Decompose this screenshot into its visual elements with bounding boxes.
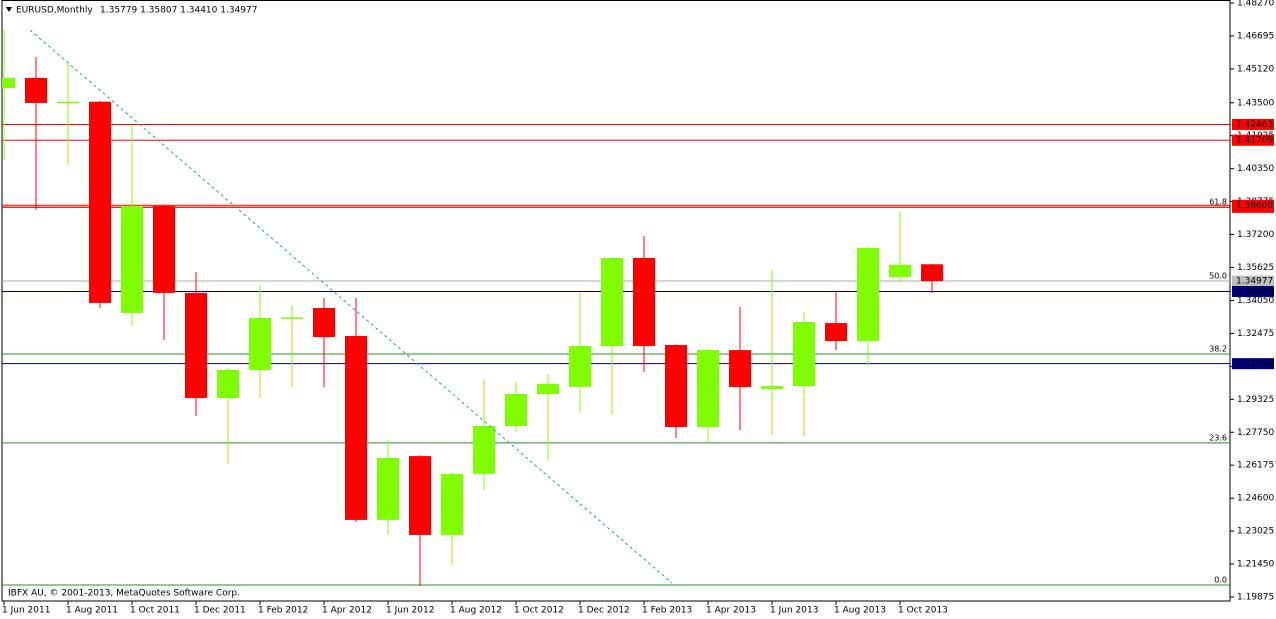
y-tick-label: 1.34050 — [1237, 296, 1274, 306]
candle-body — [729, 350, 751, 388]
y-tick-label: 1.19875 — [1237, 593, 1274, 603]
x-tick-label: 1 Oct 2013 — [898, 606, 948, 616]
candle-body — [57, 101, 79, 104]
candle-body — [281, 317, 303, 319]
candle-body — [409, 456, 431, 535]
price-label-box — [1232, 285, 1274, 297]
candle-body — [441, 473, 463, 535]
y-tick-label: 1.40350 — [1237, 164, 1274, 174]
y-tick-label: 1.23025 — [1237, 527, 1274, 537]
candle-body — [697, 350, 719, 428]
plot-area: 61.8 50.0 38.2 23.6 0.0 — [2, 29, 1230, 587]
candle-body — [601, 258, 623, 347]
candle-body — [377, 457, 399, 520]
price-label-box — [1232, 134, 1274, 146]
y-tick-label: 1.29325 — [1237, 395, 1274, 405]
x-tick-label: 1 Feb 2012 — [258, 606, 308, 616]
candle-body — [505, 393, 527, 426]
x-tick-label: 1 Oct 2011 — [130, 606, 180, 616]
x-tick-label: 1 Jun 2011 — [2, 606, 50, 616]
price-label: 1.41709 — [1236, 136, 1273, 146]
candle-body — [825, 323, 847, 342]
price-label: 1.42463 — [1236, 120, 1273, 130]
fib-label: 23.6 — [1209, 433, 1227, 442]
price-label-box — [1232, 199, 1274, 211]
price-label: 1.34977 — [1236, 277, 1273, 287]
price-label-box — [1232, 275, 1274, 287]
y-tick-label: 1.46695 — [1237, 31, 1274, 41]
candle-body — [537, 383, 559, 394]
chart-title: EURUSD,Monthly — [16, 6, 93, 16]
y-tick-label: 1.24600 — [1237, 494, 1274, 504]
x-tick-label: 1 Dec 2012 — [578, 606, 630, 616]
y-tick-label: 1.35625 — [1237, 263, 1274, 273]
fib-label: 0.0 — [1214, 575, 1227, 584]
fib-label: 61.8 — [1209, 197, 1227, 206]
y-tick-label: 1.48270 — [1237, 0, 1274, 8]
x-tick-label: 1 Apr 2012 — [322, 606, 372, 616]
footer: IBFX AU, © 2001-2013, MetaQuotes Softwar… — [8, 589, 240, 599]
candle-body — [569, 346, 591, 387]
y-tick-label: 1.21450 — [1237, 560, 1274, 570]
candle-body — [249, 318, 271, 370]
candle-body — [793, 322, 815, 387]
menu-triangle[interactable] — [6, 7, 12, 12]
price-label: 1.38600 — [1236, 201, 1273, 211]
fib-label: 38.2 — [1209, 345, 1227, 354]
x-tick-label: 1 Dec 2011 — [194, 606, 246, 616]
candle-body — [153, 205, 175, 293]
candle-body — [313, 307, 335, 338]
x-tick-label: 1 Feb 2013 — [642, 606, 692, 616]
x-tick-label: 1 Jun 2013 — [770, 606, 818, 616]
candle-body — [89, 101, 111, 303]
candle-body — [761, 386, 783, 389]
y-tick-label: 1.26175 — [1237, 461, 1274, 471]
candle-body — [2, 77, 15, 88]
y-tick-label: 1.43500 — [1237, 98, 1274, 108]
x-tick-label: 1 Apr 2013 — [706, 606, 756, 616]
x-tick-label: 1 Aug 2013 — [834, 606, 886, 616]
candle-body — [473, 425, 495, 474]
candle-body — [889, 264, 911, 278]
y-tick-label: 1.45120 — [1237, 64, 1274, 74]
candle-body — [185, 292, 207, 398]
y-tick-label: 1.32475 — [1237, 329, 1274, 339]
candle-body — [121, 205, 143, 314]
header-values: 1.35779 1.35807 1.34410 1.34977 — [100, 6, 257, 16]
candle-body — [25, 77, 47, 103]
candle-body — [921, 264, 943, 282]
candle-body — [345, 336, 367, 520]
x-tick-label: 1 Oct 2012 — [514, 606, 564, 616]
candle-body — [217, 369, 239, 398]
price-label: 1.31030 — [1236, 359, 1273, 369]
candle-body — [633, 258, 655, 347]
price-label-box — [1232, 358, 1274, 370]
price-label-box — [1232, 118, 1274, 130]
candle-body — [665, 345, 687, 428]
y-tick-label: 1.27750 — [1237, 428, 1274, 438]
candle-body — [857, 247, 879, 342]
price-label: 1.34480 — [1236, 287, 1273, 297]
y-tick-label: 1.37200 — [1237, 230, 1274, 240]
x-tick-label: 1 Aug 2011 — [66, 606, 118, 616]
x-tick-label: 1 Aug 2012 — [450, 606, 502, 616]
fib-label: 50.0 — [1209, 272, 1227, 281]
x-tick-label: 1 Jun 2012 — [386, 606, 434, 616]
